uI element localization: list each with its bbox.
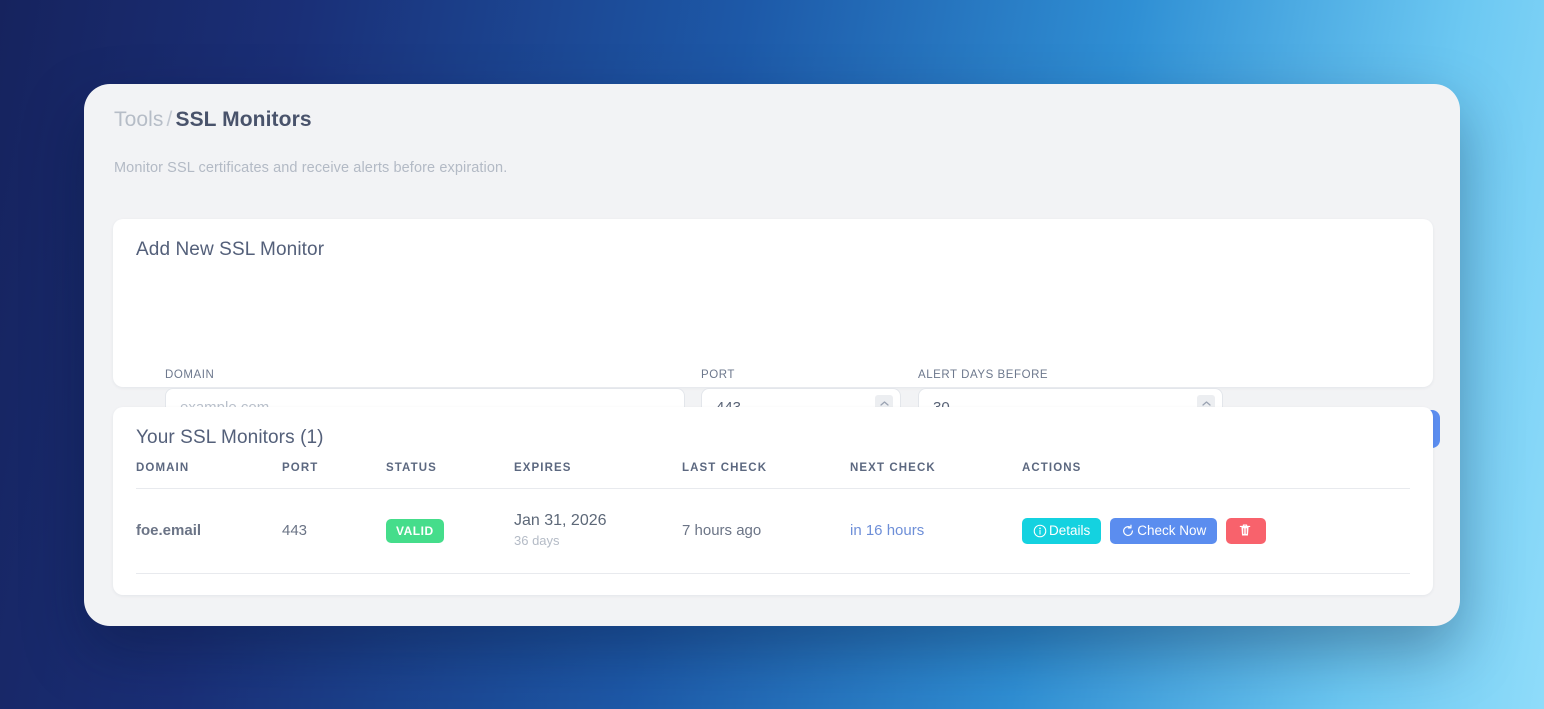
column-header-domain: DOMAIN xyxy=(136,462,282,489)
column-header-port: PORT xyxy=(282,462,386,489)
column-header-actions: ACTIONS xyxy=(1022,462,1410,489)
cell-expires: Jan 31, 2026 36 days xyxy=(514,488,682,574)
check-now-button-label: Check Now xyxy=(1137,523,1207,539)
column-header-last-check: LAST CHECK xyxy=(682,462,850,489)
cell-port: 443 xyxy=(282,488,386,574)
domain-label: DOMAIN xyxy=(165,369,215,381)
breadcrumb-separator: / xyxy=(166,108,173,131)
alert-days-label: ALERT DAYS BEFORE xyxy=(918,369,1049,381)
table-row: foe.email 443 VALID Jan 31, 2026 36 days… xyxy=(136,488,1410,574)
page-title: SSL Monitors xyxy=(175,108,312,131)
refresh-icon xyxy=(1123,524,1134,536)
chevron-up-icon xyxy=(1201,400,1211,406)
details-button-label: Details xyxy=(1049,523,1091,539)
expires-date: Jan 31, 2026 xyxy=(514,512,607,529)
check-now-button[interactable]: Check Now xyxy=(1110,517,1218,544)
delete-button[interactable] xyxy=(1226,517,1267,544)
trash-icon xyxy=(1240,524,1251,536)
chevron-up-icon xyxy=(879,400,889,406)
row-actions: Details Check Now xyxy=(1022,517,1410,544)
breadcrumb-parent[interactable]: Tools xyxy=(114,108,164,131)
monitors-card: Your SSL Monitors (1) DOMAIN PORT STATUS… xyxy=(113,407,1433,595)
port-label: PORT xyxy=(701,369,735,381)
cell-last-check: 7 hours ago xyxy=(682,488,850,574)
main-panel: Tools / SSL Monitors Monitor SSL certifica… xyxy=(84,84,1460,626)
add-monitor-card: Add New SSL Monitor DOMAIN example.com E… xyxy=(113,219,1440,448)
monitors-table: DOMAIN PORT STATUS EXPIRES LAST CHECK NE… xyxy=(136,462,1410,574)
column-header-next-check: NEXT CHECK xyxy=(850,462,1022,489)
cell-next-check: in 16 hours xyxy=(850,488,1022,574)
info-circle-icon xyxy=(1033,524,1047,538)
monitors-title: Your SSL Monitors (1) xyxy=(136,427,324,448)
cell-actions: Details Check Now xyxy=(1022,488,1410,574)
expires-days-remaining: 36 days xyxy=(514,533,560,548)
table-header-row: DOMAIN PORT STATUS EXPIRES LAST CHECK NE… xyxy=(136,462,1410,489)
column-header-status: STATUS xyxy=(386,462,514,489)
cell-domain: foe.email xyxy=(136,488,282,574)
next-check-value: in 16 hours xyxy=(850,522,925,540)
page-subtitle: Monitor SSL certificates and receive ale… xyxy=(114,160,508,176)
status-badge: VALID xyxy=(386,518,444,543)
add-monitor-title: Add New SSL Monitor xyxy=(136,239,325,260)
column-header-expires: EXPIRES xyxy=(514,462,682,489)
cell-status: VALID xyxy=(386,488,514,574)
details-button[interactable]: Details xyxy=(1022,517,1102,544)
breadcrumb: Tools / SSL Monitors xyxy=(114,108,312,132)
